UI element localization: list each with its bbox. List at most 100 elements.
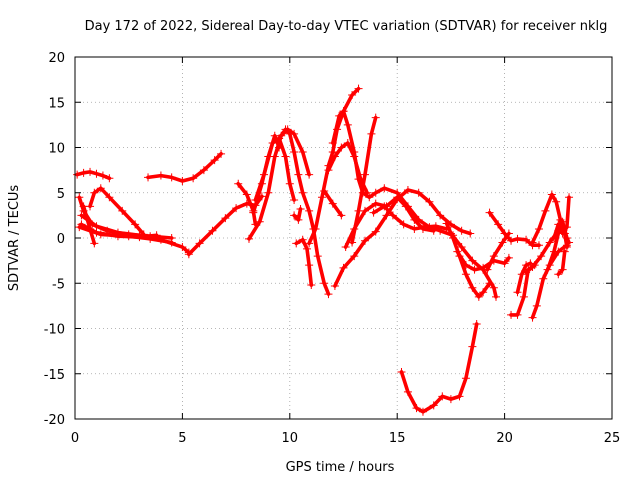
data-point-plus xyxy=(178,176,187,185)
series-line xyxy=(485,231,511,272)
data-point-plus xyxy=(522,268,531,277)
data-point-plus xyxy=(195,239,204,248)
data-point-plus xyxy=(305,170,314,179)
data-point-plus xyxy=(290,211,299,220)
series-line xyxy=(331,109,455,238)
chart-title: Day 172 of 2022, Sidereal Day-to-day VTE… xyxy=(85,19,608,34)
data-point-plus xyxy=(436,211,445,220)
data-point-plus xyxy=(418,407,427,416)
series-track-19 xyxy=(328,107,458,240)
data-point-plus xyxy=(528,313,537,322)
data-point-plus xyxy=(320,279,329,288)
data-point-plus xyxy=(537,252,546,261)
data-point-plus xyxy=(167,173,176,182)
data-point-plus xyxy=(156,171,165,180)
data-point-plus xyxy=(217,149,226,158)
data-point-plus xyxy=(354,175,363,184)
series-track-37 xyxy=(550,220,571,252)
data-point-plus xyxy=(425,197,434,206)
series-line xyxy=(552,222,569,249)
data-point-plus xyxy=(565,193,574,202)
data-point-plus xyxy=(92,222,101,231)
data-point-plus xyxy=(73,170,82,179)
data-point-plus xyxy=(380,184,389,193)
x-tick-label: 0 xyxy=(71,431,79,446)
data-point-plus xyxy=(79,168,88,177)
x-tick-label: 25 xyxy=(604,431,621,446)
data-point-plus xyxy=(494,220,503,229)
series-line xyxy=(146,152,223,183)
data-point-plus xyxy=(431,222,440,231)
x-tick-label: 20 xyxy=(496,431,513,446)
data-point-plus xyxy=(307,281,316,290)
data-point-plus xyxy=(504,253,513,262)
data-point-plus xyxy=(302,244,311,253)
data-point-plus xyxy=(118,206,127,215)
data-point-plus xyxy=(255,217,264,226)
series-track-23 xyxy=(330,186,475,290)
data-point-plus xyxy=(341,243,350,252)
data-point-plus xyxy=(468,256,477,265)
y-tick-label: 0 xyxy=(57,232,65,247)
y-tick-label: -20 xyxy=(44,413,65,428)
data-point-plus xyxy=(350,252,359,261)
data-point-plus xyxy=(371,199,380,208)
data-point-plus xyxy=(298,188,307,197)
data-point-plus xyxy=(532,301,541,310)
data-point-plus xyxy=(468,342,477,351)
data-point-plus xyxy=(313,252,322,261)
data-point-plus xyxy=(550,234,559,242)
data-point-plus xyxy=(290,148,299,157)
data-point-plus xyxy=(369,208,378,217)
data-point-plus xyxy=(543,265,552,274)
data-point-plus xyxy=(75,193,84,202)
data-point-plus xyxy=(545,238,554,247)
data-point-plus xyxy=(249,208,258,217)
series-track-15 xyxy=(290,205,305,224)
data-point-plus xyxy=(275,134,284,143)
data-point-plus xyxy=(365,193,374,202)
data-point-plus xyxy=(360,236,369,245)
data-point-plus xyxy=(124,232,133,241)
series-line xyxy=(292,207,303,222)
data-point-plus xyxy=(498,238,507,247)
data-point-plus xyxy=(298,235,307,244)
data-point-plus xyxy=(281,125,290,134)
series-track-28 xyxy=(446,229,501,301)
y-tick-label: -15 xyxy=(44,368,65,383)
series-line xyxy=(236,181,258,227)
data-point-plus xyxy=(438,392,447,401)
data-point-plus xyxy=(96,184,105,193)
data-point-plus xyxy=(410,215,419,224)
series-line xyxy=(444,221,492,299)
data-point-plus xyxy=(294,215,303,224)
data-point-plus xyxy=(446,229,455,238)
data-point-plus xyxy=(105,174,114,183)
series-line xyxy=(350,115,378,245)
data-point-plus xyxy=(105,193,114,202)
data-point-plus xyxy=(337,143,346,152)
data-point-plus xyxy=(305,239,314,248)
data-point-plus xyxy=(232,204,241,213)
series-track-30 xyxy=(483,229,513,274)
series-line xyxy=(343,195,436,249)
data-point-plus xyxy=(528,262,537,271)
data-point-plus xyxy=(403,387,412,396)
data-point-plus xyxy=(144,173,153,182)
data-point-plus xyxy=(330,152,339,161)
data-point-plus xyxy=(296,205,305,214)
x-tick-label: 5 xyxy=(178,431,186,446)
data-point-plus xyxy=(554,220,563,229)
data-point-plus xyxy=(318,193,327,202)
data-point-plus xyxy=(348,91,357,100)
data-point-plus xyxy=(367,129,376,138)
data-point-plus xyxy=(388,211,397,220)
y-tick-label: -5 xyxy=(52,277,65,292)
data-point-plus xyxy=(371,113,380,122)
data-point-plus xyxy=(526,259,535,268)
x-tick-label: 10 xyxy=(282,431,299,446)
data-point-plus xyxy=(380,202,389,211)
data-point-plus xyxy=(184,250,193,259)
data-point-plus xyxy=(146,234,155,243)
data-point-plus xyxy=(558,265,567,274)
